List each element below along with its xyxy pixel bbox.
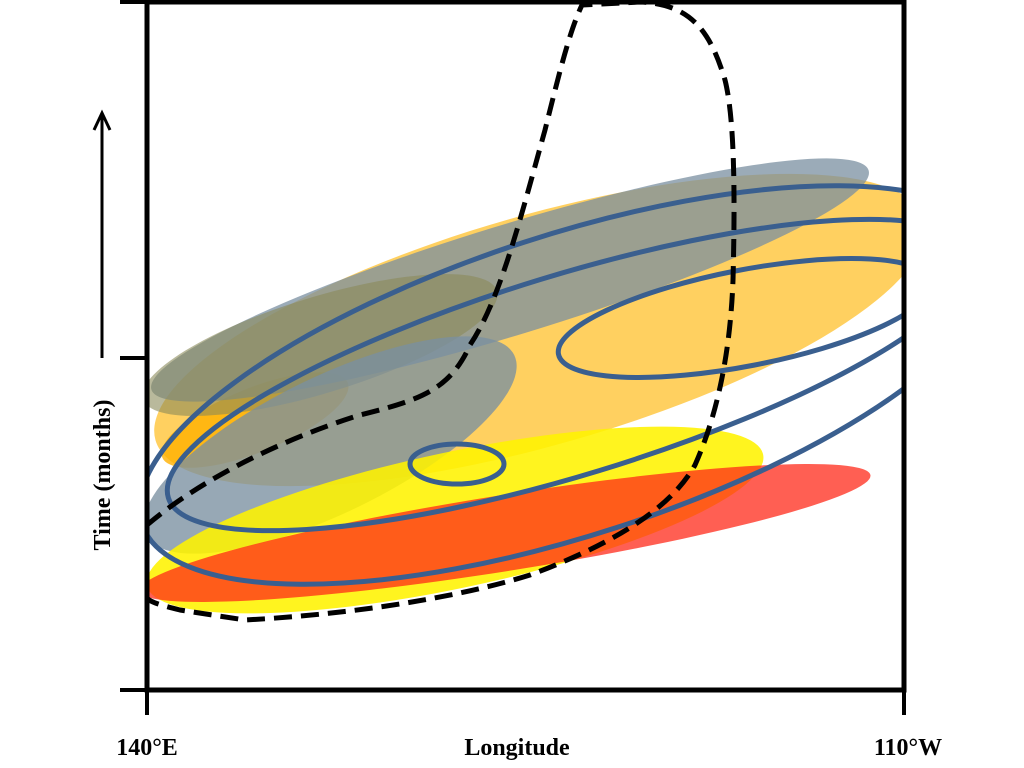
- plot-area: [147, 2, 904, 623]
- red-region: [147, 464, 871, 602]
- grey-region-lower: [147, 336, 517, 554]
- x-axis-ticks: [145, 690, 906, 715]
- time-arrow: [92, 109, 112, 358]
- contour-middle: [164, 216, 904, 534]
- dashed-boundary: [147, 2, 737, 623]
- contour-inner: [555, 256, 904, 380]
- olive-patch: [147, 274, 498, 416]
- y-axis-label: Time (months): [90, 400, 116, 551]
- time-arrow-head: [92, 109, 112, 131]
- contour-lines: [147, 183, 904, 587]
- x-tick-label-right: 110°W: [874, 735, 942, 761]
- x-axis-label: Longitude: [464, 735, 570, 761]
- x-tick-label-left: 140°E: [116, 735, 178, 761]
- plot-frame: [144, 0, 907, 693]
- contour-outer: [147, 183, 904, 587]
- contour-small: [407, 441, 507, 487]
- y-axis-ticks: [120, 0, 147, 692]
